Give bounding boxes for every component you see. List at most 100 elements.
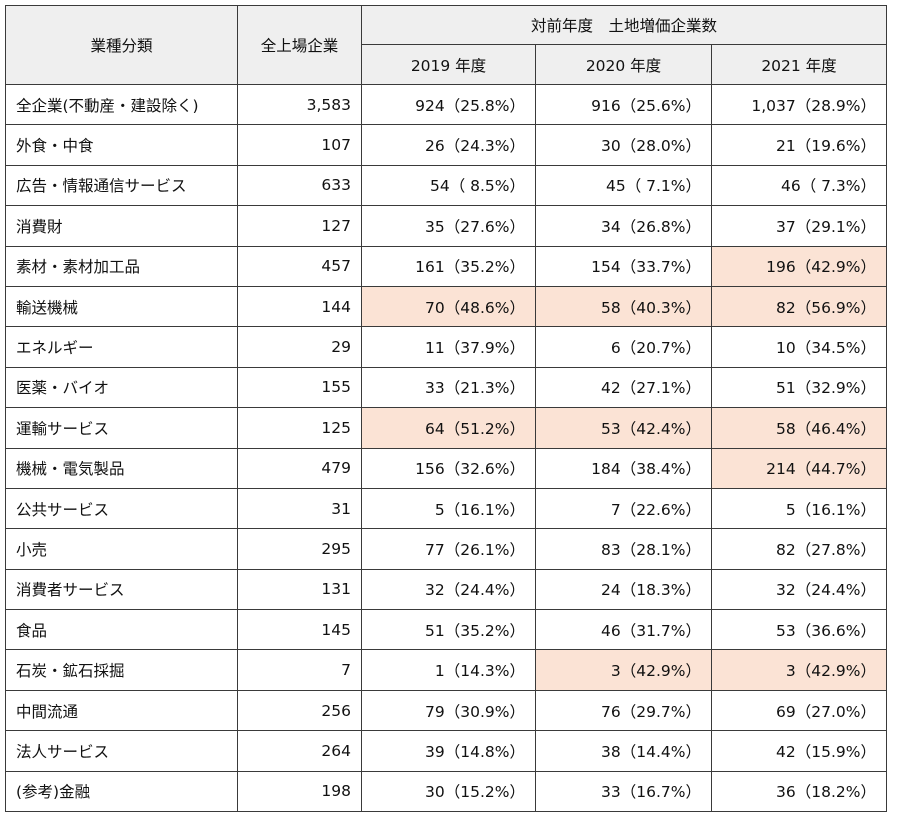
- year-value-cell: 24（18.3%）: [535, 568, 712, 611]
- total-listed-cell: 125: [237, 407, 362, 449]
- table-row: 消費者サービス 131 32（24.4%） 24（18.3%） 32（24.4%）: [5, 568, 887, 611]
- category-cell: 食品: [5, 609, 238, 651]
- header-category: 業種分類: [5, 5, 238, 85]
- table-row: 広告・情報通信サービス 633 54（ 8.5%） 45（ 7.1%） 46（ 7.3%…: [5, 164, 887, 207]
- category-cell: 消費財: [5, 205, 238, 247]
- table-body: 全企業(不動産・建設除く) 3,583 924（25.8%） 916（25.6%） 1,…: [5, 83, 887, 813]
- year-value-cell: 58（40.3%）: [535, 285, 712, 328]
- year-value-cell: 3（42.9%）: [535, 649, 712, 691]
- category-cell: 輸送機械: [5, 285, 238, 328]
- year-value-cell: 64（51.2%）: [361, 407, 536, 449]
- year-value-cell: 38（14.4%）: [535, 730, 712, 772]
- category-cell: 中間流通: [5, 689, 238, 732]
- year-value-cell: 21（19.6%）: [711, 124, 887, 166]
- year-value-cell: 11（37.9%）: [361, 326, 536, 368]
- year-value-cell: 36（18.2%）: [711, 770, 887, 813]
- header-year-2020: 2020 年度: [535, 44, 712, 85]
- year-value-cell: 45（ 7.1%）: [535, 164, 712, 207]
- category-cell: 運輸サービス: [5, 407, 238, 449]
- total-listed-cell: 7: [237, 649, 362, 691]
- year-value-cell: 30（28.0%）: [535, 124, 712, 166]
- year-value-cell: 34（26.8%）: [535, 205, 712, 247]
- year-value-cell: 53（36.6%）: [711, 609, 887, 651]
- table-row: エネルギー 29 11（37.9%） 6（20.7%） 10（34.5%）: [5, 326, 887, 368]
- total-listed-cell: 457: [237, 245, 362, 287]
- total-listed-cell: 198: [237, 770, 362, 813]
- header-group-land-increase: 対前年度 土地増価企業数: [361, 5, 887, 45]
- land-value-increase-table: 業種分類 全上場企業 対前年度 土地増価企業数 2019 年度 2020 年度 …: [5, 5, 887, 813]
- table-row: 消費財 127 35（27.6%） 34（26.8%） 37（29.1%）: [5, 205, 887, 247]
- category-cell: 公共サービス: [5, 487, 238, 530]
- category-cell: エネルギー: [5, 326, 238, 368]
- year-value-cell: 10（34.5%）: [711, 326, 887, 368]
- table-row: 小売 295 77（26.1%） 83（28.1%） 82（27.8%）: [5, 528, 887, 570]
- year-value-cell: 5（16.1%）: [711, 487, 887, 530]
- total-listed-cell: 155: [237, 366, 362, 409]
- table-row: 法人サービス 264 39（14.8%） 38（14.4%） 42（15.9%）: [5, 730, 887, 772]
- year-value-cell: 69（27.0%）: [711, 689, 887, 732]
- total-listed-cell: 145: [237, 609, 362, 651]
- category-cell: 素材・素材加工品: [5, 245, 238, 287]
- category-cell: 消費者サービス: [5, 568, 238, 611]
- total-listed-cell: 479: [237, 447, 362, 489]
- year-value-cell: 1,037（28.9%）: [711, 83, 887, 126]
- year-value-cell: 924（25.8%）: [361, 83, 536, 126]
- total-listed-cell: 127: [237, 205, 362, 247]
- year-value-cell: 3（42.9%）: [711, 649, 887, 691]
- year-value-cell: 5（16.1%）: [361, 487, 536, 530]
- year-value-cell: 154（33.7%）: [535, 245, 712, 287]
- year-value-cell: 196（42.9%）: [711, 245, 887, 287]
- total-listed-cell: 107: [237, 124, 362, 166]
- table-header: 業種分類 全上場企業 対前年度 土地増価企業数 2019 年度 2020 年度 …: [5, 5, 887, 85]
- table-row: 食品 145 51（35.2%） 46（31.7%） 53（36.6%）: [5, 609, 887, 651]
- table-row: 素材・素材加工品 457 161（35.2%） 154（33.7%） 196（42.9%…: [5, 245, 887, 287]
- table-row: (参考)金融 198 30（15.2%） 33（16.7%） 36（18.2%）: [5, 770, 887, 813]
- year-value-cell: 35（27.6%）: [361, 205, 536, 247]
- total-listed-cell: 633: [237, 164, 362, 207]
- header-year-2021: 2021 年度: [711, 44, 887, 85]
- year-value-cell: 30（15.2%）: [361, 770, 536, 813]
- table-row: 中間流通 256 79（30.9%） 76（29.7%） 69（27.0%）: [5, 689, 887, 732]
- year-value-cell: 82（56.9%）: [711, 285, 887, 328]
- total-listed-cell: 31: [237, 487, 362, 530]
- year-value-cell: 32（24.4%）: [711, 568, 887, 611]
- year-value-cell: 33（16.7%）: [535, 770, 712, 813]
- year-value-cell: 82（27.8%）: [711, 528, 887, 570]
- year-value-cell: 6（20.7%）: [535, 326, 712, 368]
- year-value-cell: 32（24.4%）: [361, 568, 536, 611]
- year-value-cell: 51（35.2%）: [361, 609, 536, 651]
- table-row: 医薬・バイオ 155 33（21.3%） 42（27.1%） 51（32.9%）: [5, 366, 887, 409]
- year-value-cell: 76（29.7%）: [535, 689, 712, 732]
- total-listed-cell: 256: [237, 689, 362, 732]
- header-all-listed: 全上場企業: [237, 5, 362, 85]
- category-cell: 外食・中食: [5, 124, 238, 166]
- year-value-cell: 916（25.6%）: [535, 83, 712, 126]
- table-row: 輸送機械 144 70（48.6%） 58（40.3%） 82（56.9%）: [5, 285, 887, 328]
- total-listed-cell: 3,583: [237, 83, 362, 126]
- year-value-cell: 58（46.4%）: [711, 407, 887, 449]
- year-value-cell: 46（ 7.3%）: [711, 164, 887, 207]
- table-row: 運輸サービス 125 64（51.2%） 53（42.4%） 58（46.4%）: [5, 407, 887, 449]
- year-value-cell: 161（35.2%）: [361, 245, 536, 287]
- year-value-cell: 39（14.8%）: [361, 730, 536, 772]
- table-row: 外食・中食 107 26（24.3%） 30（28.0%） 21（19.6%）: [5, 124, 887, 166]
- table-row: 石炭・鉱石採掘 7 1（14.3%） 3（42.9%） 3（42.9%）: [5, 649, 887, 691]
- year-value-cell: 77（26.1%）: [361, 528, 536, 570]
- category-cell: 全企業(不動産・建設除く): [5, 83, 238, 126]
- year-value-cell: 51（32.9%）: [711, 366, 887, 409]
- category-cell: 広告・情報通信サービス: [5, 164, 238, 207]
- year-value-cell: 42（27.1%）: [535, 366, 712, 409]
- year-value-cell: 7（22.6%）: [535, 487, 712, 530]
- header-row-years: 2019 年度 2020 年度 2021 年度: [6, 44, 887, 85]
- category-cell: 石炭・鉱石採掘: [5, 649, 238, 691]
- total-listed-cell: 144: [237, 285, 362, 328]
- total-listed-cell: 29: [237, 326, 362, 368]
- total-listed-cell: 295: [237, 528, 362, 570]
- table-row: 機械・電気製品 479 156（32.6%） 184（38.4%） 214（44.7%）: [5, 447, 887, 489]
- year-value-cell: 53（42.4%）: [535, 407, 712, 449]
- year-value-cell: 26（24.3%）: [361, 124, 536, 166]
- table-row: 公共サービス 31 5（16.1%） 7（22.6%） 5（16.1%）: [5, 487, 887, 530]
- year-value-cell: 214（44.7%）: [711, 447, 887, 489]
- year-value-cell: 37（29.1%）: [711, 205, 887, 247]
- total-listed-cell: 264: [237, 730, 362, 772]
